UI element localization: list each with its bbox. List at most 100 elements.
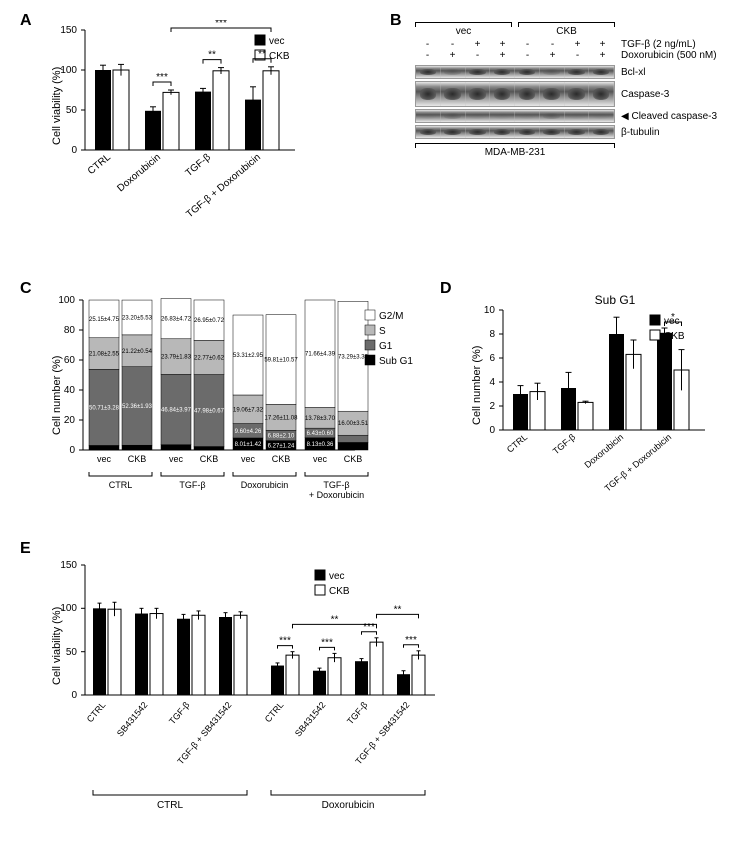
svg-text:CTRL: CTRL	[86, 152, 113, 177]
svg-text:6.88±2.10: 6.88±2.10	[268, 433, 295, 439]
svg-text:**: **	[208, 50, 216, 61]
svg-text:22.77±0.62: 22.77±0.62	[194, 355, 225, 361]
svg-text:73.29±3.33: 73.29±3.33	[338, 354, 369, 360]
svg-text:6.43±0.60: 6.43±0.60	[307, 431, 334, 437]
panel-label-c: C	[20, 280, 32, 298]
chart-d-yticks: 0246810	[484, 305, 503, 436]
chart-d-title: Sub G1	[565, 293, 665, 307]
chart-a-xlabels: CTRLDoxorubicinTGF-βTGF-β + Doxorubicin	[86, 152, 263, 221]
chart-e-yticks: 0 50 100 150	[60, 560, 85, 701]
svg-text:60: 60	[64, 355, 76, 366]
chart-a: Cell viability (%) 0 50 100 150 CTRLDoxo…	[55, 20, 330, 240]
svg-text:TGF-β: TGF-β	[167, 700, 191, 726]
svg-text:CTRL: CTRL	[157, 800, 184, 811]
chart-d-svg: 0246810 CTRLTGF-βDoxorubicinTGF-β + Doxo…	[475, 295, 735, 510]
blot-row-label: Caspase-3	[621, 89, 669, 100]
svg-text:vec: vec	[241, 454, 256, 464]
chart-c: Cell number (%) 020406080100 50.71±3.282…	[55, 295, 425, 510]
svg-text:19.06±7.32: 19.06±7.32	[233, 407, 264, 413]
svg-text:Doxorubicin: Doxorubicin	[582, 432, 625, 470]
chart-a-sig: **********	[153, 20, 271, 86]
svg-text:26.95±0.72: 26.95±0.72	[194, 318, 225, 324]
svg-text:Doxorubicin: Doxorubicin	[241, 480, 289, 490]
blot-group-ckb: CKB	[518, 26, 615, 37]
svg-text:CKB: CKB	[329, 586, 350, 597]
svg-text:50: 50	[66, 647, 78, 658]
svg-text:TGF-β: TGF-β	[345, 700, 369, 726]
svg-text:***: ***	[215, 20, 227, 29]
blot-row-label: β-tubulin	[621, 127, 660, 138]
svg-text:TGF-β: TGF-β	[184, 152, 214, 179]
svg-text:+ Doxorubicin: + Doxorubicin	[309, 490, 364, 500]
chart-c-xlabels: vecCKBvecCKBvecCKBvecCKBCTRLTGF-βDoxorub…	[89, 454, 368, 500]
svg-text:50.71±3.28: 50.71±3.28	[89, 405, 120, 411]
svg-text:150: 150	[60, 25, 77, 36]
svg-text:150: 150	[60, 560, 77, 571]
svg-text:100: 100	[58, 295, 75, 306]
svg-text:8: 8	[489, 329, 495, 340]
svg-text:46.84±3.97: 46.84±3.97	[161, 408, 192, 414]
svg-text:vec: vec	[313, 454, 328, 464]
svg-text:CKB: CKB	[272, 454, 291, 464]
svg-text:TGF-β: TGF-β	[551, 432, 577, 456]
chart-d-bars	[513, 317, 689, 430]
chart-a-yticks: 0 50 100 150	[60, 25, 85, 156]
blot-group-vec: vec	[415, 26, 512, 37]
chart-e-sig: ****************	[278, 604, 419, 650]
svg-text:CKB: CKB	[200, 454, 219, 464]
chart-a-ylabel: Cell viability (%)	[51, 67, 63, 145]
svg-text:*: *	[671, 312, 675, 323]
svg-text:CTRL: CTRL	[263, 700, 286, 724]
panel-label-d: D	[440, 280, 452, 298]
svg-text:16.00±3.51: 16.00±3.51	[338, 421, 369, 427]
svg-text:Sub G1: Sub G1	[379, 356, 413, 367]
chart-c-legend: G2/M S G1 Sub G1	[365, 310, 413, 367]
svg-text:vec: vec	[169, 454, 184, 464]
chart-e-ylabel: Cell viability (%)	[51, 607, 63, 685]
panel-label-b: B	[390, 12, 402, 30]
blot-b: vec CKB --++--++TGF-β (2 ng/mL)-+-+-+-+D…	[415, 22, 730, 158]
svg-text:59.81±10.57: 59.81±10.57	[264, 358, 298, 364]
svg-text:CTRL: CTRL	[505, 432, 529, 455]
svg-text:23.20±5.53: 23.20±5.53	[122, 315, 153, 321]
svg-text:21.08±2.55: 21.08±2.55	[89, 352, 120, 358]
chart-e-legend: vec CKB	[315, 570, 350, 597]
svg-text:50: 50	[66, 105, 78, 116]
svg-text:CKB: CKB	[344, 454, 363, 464]
svg-text:***: ***	[405, 635, 417, 646]
panel-label-e: E	[20, 540, 31, 558]
svg-text:SB431542: SB431542	[293, 700, 328, 739]
panel-label-a: A	[20, 12, 32, 30]
svg-text:vec: vec	[97, 454, 112, 464]
svg-text:6.27±1.24: 6.27±1.24	[268, 443, 295, 449]
svg-text:vec: vec	[329, 571, 345, 582]
treatment-label: Doxorubicin (500 nM)	[621, 50, 717, 61]
svg-text:52.36±1.93: 52.36±1.93	[122, 404, 153, 410]
svg-text:6: 6	[489, 353, 495, 364]
svg-text:9.60±4.26: 9.60±4.26	[235, 429, 262, 435]
svg-text:**: **	[258, 49, 266, 60]
chart-c-ylabel: Cell number (%)	[51, 356, 63, 435]
chart-a-svg: 0 50 100 150 CTRLDoxorubicinTGF-βTGF-β +…	[55, 20, 330, 240]
svg-text:CTRL: CTRL	[85, 700, 108, 724]
svg-text:TGF-β: TGF-β	[323, 480, 349, 490]
chart-e-xlabels: CTRLSB431542TGF-βTGF-β + SB431542CTRLSB4…	[85, 700, 412, 767]
svg-text:13.78±3.70: 13.78±3.70	[305, 416, 336, 422]
svg-text:vec: vec	[269, 36, 285, 47]
svg-text:47.98±0.67: 47.98±0.67	[194, 409, 225, 415]
blot-cell-line: MDA-MB-231	[415, 147, 615, 158]
svg-text:***: ***	[363, 622, 375, 633]
svg-text:S: S	[379, 326, 386, 337]
svg-text:CKB: CKB	[269, 51, 290, 62]
chart-c-svg: 020406080100 50.71±3.2821.08±2.5525.15±4…	[55, 295, 425, 510]
svg-text:**: **	[394, 604, 402, 615]
svg-text:71.66±4.39: 71.66±4.39	[305, 352, 336, 358]
svg-text:25.15±4.75: 25.15±4.75	[89, 317, 120, 323]
svg-text:***: ***	[156, 72, 168, 83]
chart-a-bars	[95, 64, 279, 150]
svg-text:26.83±4.72: 26.83±4.72	[161, 317, 192, 323]
svg-text:4: 4	[489, 377, 495, 388]
svg-text:23.79±1.83: 23.79±1.83	[161, 355, 192, 361]
svg-text:0: 0	[489, 425, 495, 436]
svg-text:21.22±0.54: 21.22±0.54	[122, 349, 153, 355]
